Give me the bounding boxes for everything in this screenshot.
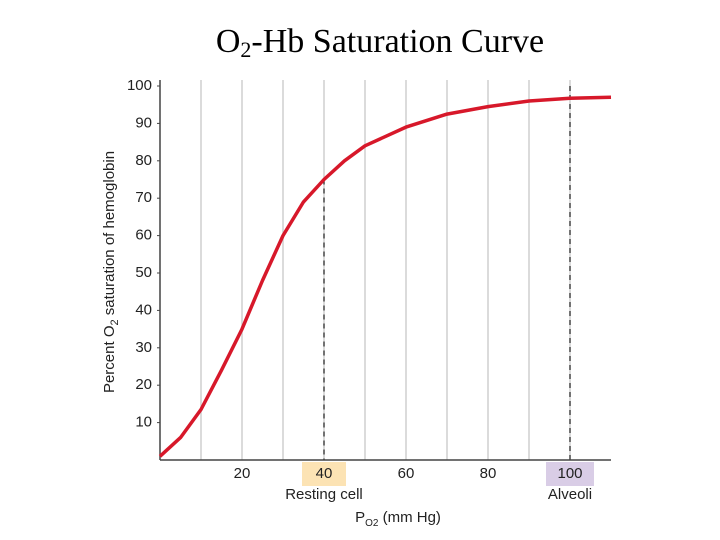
x-tick-label: 80 [480,465,497,482]
x-tick-label: 60 [398,465,415,482]
title-part: O [216,23,241,60]
y-tick-label: 30 [135,339,152,356]
marker-label: Resting cell [285,486,363,503]
y-tick-label: 40 [135,301,152,318]
x-tick-label: 40 [316,465,333,482]
x-tick-label: 100 [557,465,582,482]
label-part: P [355,509,365,526]
marker-label: Alveoli [548,486,592,503]
y-tick-label: 20 [135,376,152,393]
label-part: saturation of hemoglobin [101,151,118,319]
label-part: 2 [109,319,121,325]
tick-highlight [546,462,594,486]
label-part: (mm Hg) [378,509,441,526]
y-tick-label: 70 [135,189,152,206]
tick-highlight [302,462,346,486]
y-tick-label: 60 [135,227,152,244]
title-part: -Hb Saturation Curve [251,23,544,60]
chart-title: O2-Hb Saturation Curve [216,23,544,62]
label-part: Percent O [101,326,118,394]
y-tick-label: 50 [135,264,152,281]
y-tick-label: 10 [135,414,152,431]
y-tick-label: 90 [135,114,152,131]
label-part: O2 [365,518,379,529]
y-tick-label: 80 [135,152,152,169]
x-axis-label: PO2 (mm Hg) [355,509,441,529]
title-part: 2 [240,37,251,62]
x-tick-label: 20 [234,465,251,482]
curve [158,95,612,458]
y-tick-label: 100 [127,77,152,94]
y-axis-label: Percent O2 saturation of hemoglobin [101,151,121,393]
